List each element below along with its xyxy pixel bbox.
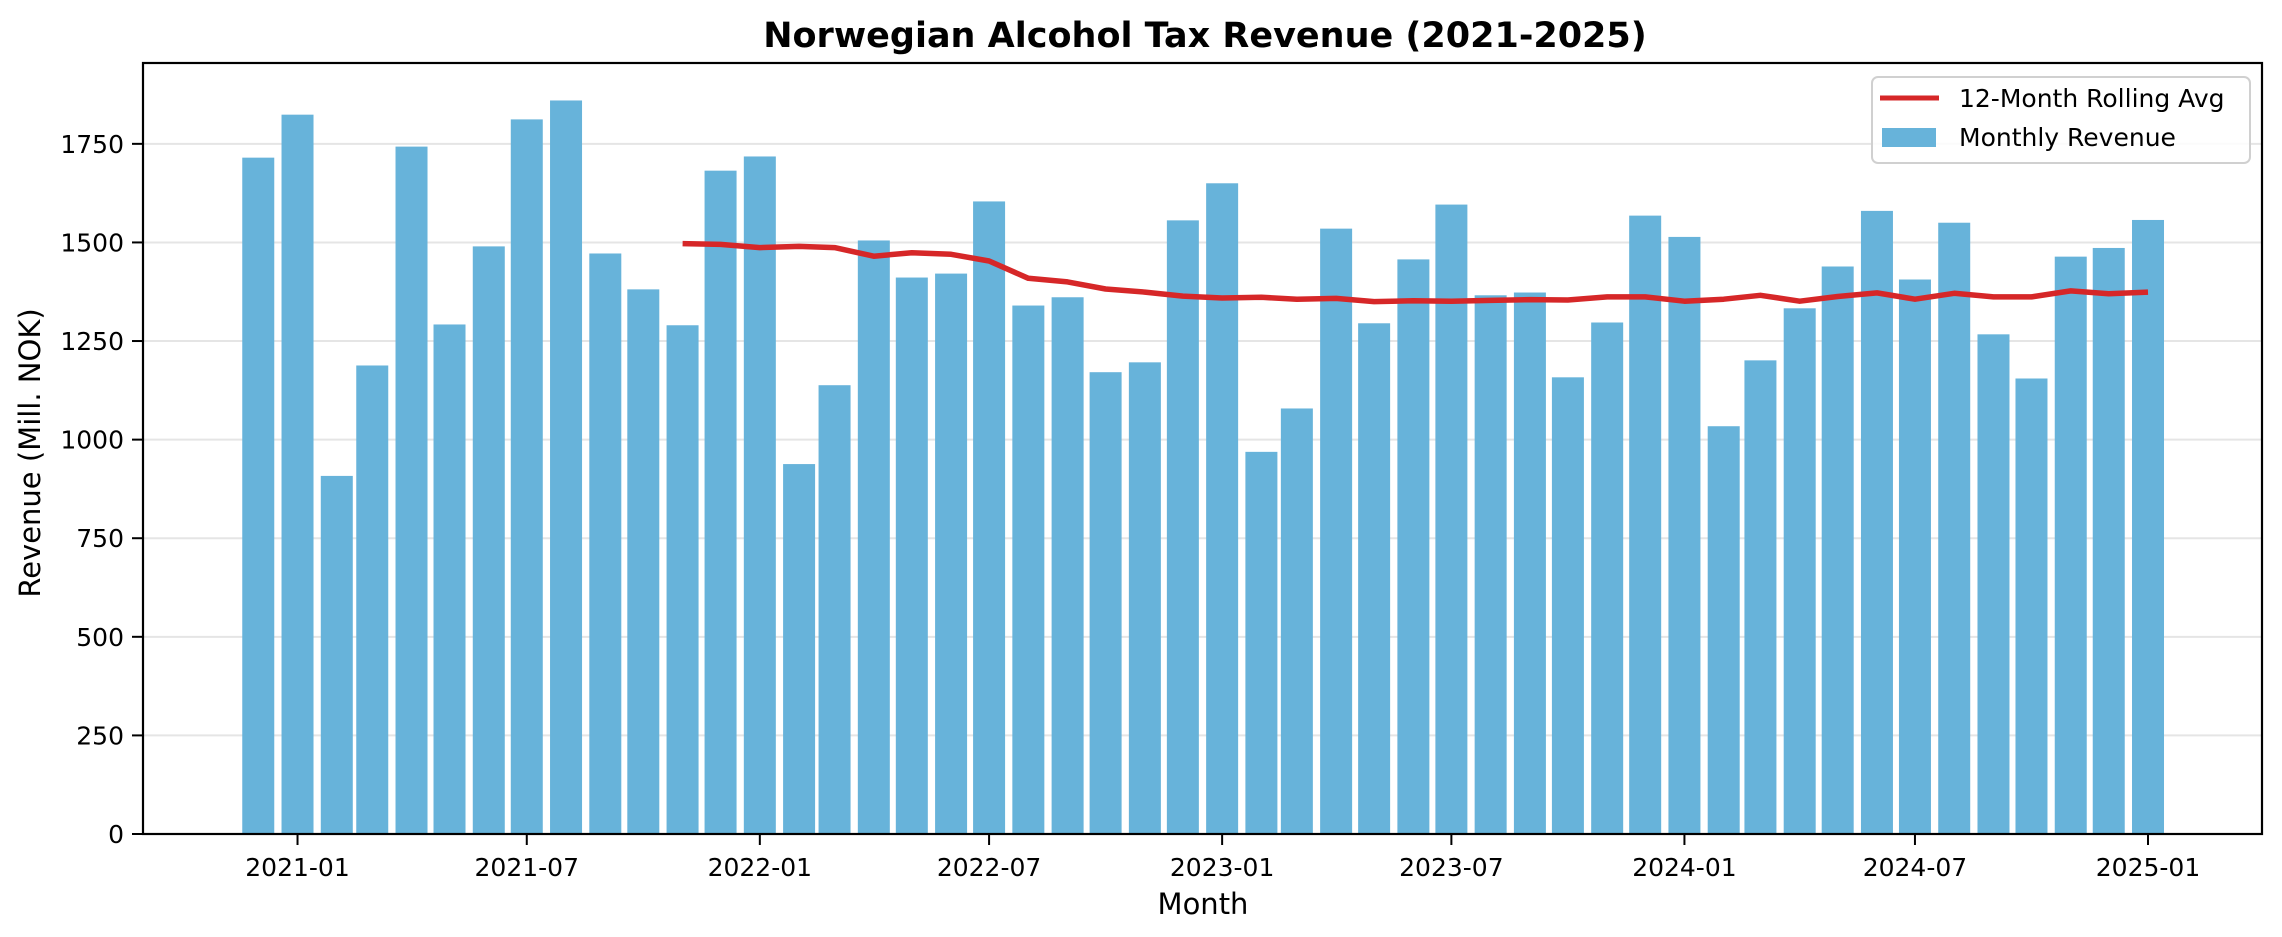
bar <box>1898 279 1931 834</box>
bar <box>1591 322 1624 834</box>
bar <box>2132 219 2165 834</box>
bar <box>1012 305 1045 834</box>
bar <box>281 114 314 835</box>
x-tick-label: 2023-07 <box>1399 853 1503 882</box>
bar <box>1435 204 1468 834</box>
bar <box>1206 183 1239 835</box>
bar <box>1821 266 1854 834</box>
y-tick-label: 250 <box>76 721 124 750</box>
y-tick-label: 0 <box>108 820 124 849</box>
bar <box>666 325 699 834</box>
y-tick-label: 1500 <box>60 228 124 257</box>
x-tick-label: 2024-01 <box>1632 853 1736 882</box>
legend: 12-Month Rolling Avg Monthly Revenue <box>1871 76 2251 164</box>
bar <box>1744 360 1777 834</box>
x-tick-label: 2025-01 <box>2096 853 2200 882</box>
bar <box>320 475 353 834</box>
bar <box>935 273 968 834</box>
bar <box>433 324 466 834</box>
y-tick-label: 1000 <box>60 426 124 455</box>
bar <box>242 157 275 835</box>
bar <box>1051 297 1084 834</box>
legend-bar-swatch <box>1882 128 1936 147</box>
bar <box>1358 323 1391 834</box>
y-tick-label: 500 <box>76 623 124 652</box>
x-tick-label: 2021-07 <box>475 853 579 882</box>
bar <box>2054 256 2087 834</box>
x-tick-label: 2022-07 <box>937 853 1041 882</box>
bar <box>1128 362 1161 834</box>
legend-label-monthly-revenue: Monthly Revenue <box>1959 123 2176 152</box>
bar <box>395 146 428 834</box>
bar <box>2015 378 2048 834</box>
chart-title: Norwegian Alcohol Tax Revenue (2021-2025… <box>763 16 1647 56</box>
bar <box>589 253 622 834</box>
legend-label-rolling-avg: 12-Month Rolling Avg <box>1959 84 2224 113</box>
y-axis-label: Revenue (Mill. NOK) <box>13 308 47 597</box>
bar <box>1551 377 1584 834</box>
bar <box>1166 220 1199 834</box>
bar <box>1938 222 1971 835</box>
rolling-avg-line <box>682 240 2149 305</box>
bar <box>1668 236 1701 834</box>
bar <box>1245 451 1278 834</box>
y-axis: 0 250 500 750 1000 1250 1500 1750 <box>60 130 143 849</box>
x-tick-label: 2023-01 <box>1170 853 1274 882</box>
bar <box>1280 408 1313 834</box>
bar <box>783 464 816 834</box>
bar <box>704 170 737 834</box>
x-tick-label: 2021-01 <box>245 853 349 882</box>
bar <box>510 119 543 835</box>
bar <box>1977 334 2010 834</box>
bar <box>1397 259 1430 834</box>
bar <box>1707 426 1740 834</box>
bar <box>743 156 776 834</box>
bar <box>818 385 851 834</box>
y-tick-label: 750 <box>76 524 124 553</box>
legend-frame <box>1871 76 2251 164</box>
y-tick-label: 1750 <box>60 130 124 159</box>
bar <box>472 246 505 834</box>
bar <box>550 100 583 835</box>
x-axis-label: Month <box>1158 887 1249 921</box>
bar <box>2092 247 2125 834</box>
bar <box>1783 308 1816 834</box>
bar <box>973 201 1006 835</box>
x-axis: 2021-01 2021-07 2022-01 2022-07 2023-01 2023-… <box>245 834 2200 882</box>
bar <box>1089 372 1122 834</box>
bar <box>857 240 890 835</box>
x-tick-label: 2024-07 <box>1863 853 1967 882</box>
line-series-rolling-avg <box>682 240 2149 305</box>
bar <box>1320 228 1353 834</box>
y-tick-label: 1250 <box>60 327 124 356</box>
bar-series-monthly-revenue <box>242 100 2165 835</box>
bar <box>895 277 928 834</box>
bar <box>1629 215 1662 835</box>
x-tick-label: 2022-01 <box>708 853 812 882</box>
bar <box>1513 292 1546 834</box>
bar <box>1860 210 1893 835</box>
bar <box>1474 295 1507 835</box>
bar <box>627 289 660 834</box>
bar <box>356 365 389 834</box>
plot-frame <box>141 61 2264 836</box>
